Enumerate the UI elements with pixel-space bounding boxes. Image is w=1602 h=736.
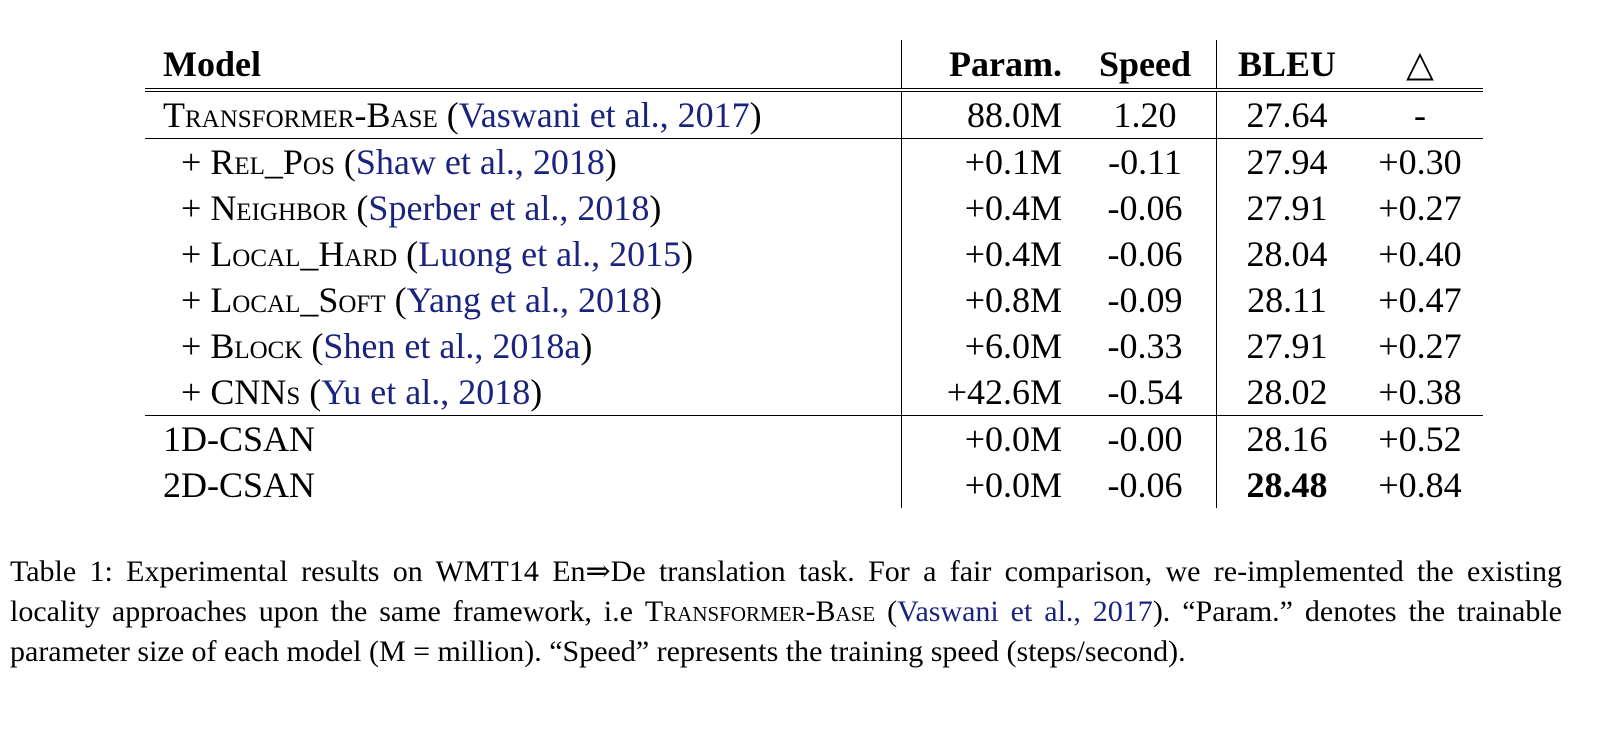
delta-cell: +0.27 bbox=[1378, 326, 1462, 366]
model-name: Transformer-Base bbox=[163, 95, 438, 135]
citation-link[interactable]: Yang et al., 2018 bbox=[406, 280, 650, 320]
delta-cell: +0.52 bbox=[1378, 419, 1462, 459]
delta-cell: +0.38 bbox=[1357, 369, 1483, 416]
speed-cell: 1.20 bbox=[1074, 90, 1217, 139]
param-cell: 88.0M bbox=[901, 90, 1074, 139]
model-name: Local_Soft bbox=[210, 280, 386, 320]
model-cell: 1D-CSAN bbox=[145, 415, 902, 462]
speed-cell: -0.11 bbox=[1074, 138, 1217, 185]
model-cell: + Block (Shen et al., 2018a) bbox=[145, 323, 902, 369]
ours-row: 2D-CSAN +0.0M -0.06 28.48 +0.84 bbox=[145, 462, 1483, 508]
bleu-cell: 28.02 bbox=[1216, 369, 1357, 416]
bleu-cell: 28.11 bbox=[1247, 280, 1327, 320]
param-cell: +0.4M bbox=[964, 234, 1062, 274]
citation-link[interactable]: Shen et al., 2018a bbox=[323, 326, 581, 366]
model-cell: + Local_Hard (Luong et al., 2015) bbox=[145, 231, 902, 277]
table-row: + Block (Shen et al., 2018a) +6.0M -0.33… bbox=[145, 323, 1483, 369]
model-name: Rel_Pos bbox=[210, 142, 335, 182]
citation-link[interactable]: Luong et al., 2015 bbox=[418, 234, 682, 274]
param-cell: +0.8M bbox=[964, 280, 1062, 320]
param-cell: +0.4M bbox=[964, 188, 1062, 228]
model-cell: + Local_Soft (Yang et al., 2018) bbox=[145, 277, 902, 323]
table-row: + Local_Hard (Luong et al., 2015) +0.4M … bbox=[145, 231, 1483, 277]
model-name: Neighbor bbox=[210, 188, 348, 228]
bleu-cell: 27.91 bbox=[1246, 188, 1328, 228]
model-cell: + Rel_Pos (Shaw et al., 2018) bbox=[145, 138, 902, 185]
header-speed: Speed bbox=[1074, 40, 1217, 92]
bleu-cell: 28.04 bbox=[1246, 234, 1328, 274]
speed-cell: -0.06 bbox=[1074, 462, 1217, 508]
delta-cell: +0.84 bbox=[1378, 465, 1462, 505]
results-table: Model Param. Speed BLEU △ Transformer-Ba… bbox=[145, 40, 1483, 508]
delta-cell: - bbox=[1357, 90, 1483, 139]
caption-text: Table 1: Experimental results on WMT14 E… bbox=[10, 555, 1562, 628]
header-delta: △ bbox=[1357, 40, 1483, 92]
header-bleu: BLEU bbox=[1216, 40, 1357, 92]
param-cell: +0.1M bbox=[964, 142, 1062, 182]
delta-cell: +0.40 bbox=[1378, 234, 1462, 274]
delta-cell: +0.27 bbox=[1378, 188, 1462, 228]
speed-cell: -0.54 bbox=[1074, 369, 1217, 416]
table-row: + Neighbor (Sperber et al., 2018) +0.4M … bbox=[145, 185, 1483, 231]
param-cell: +0.0M bbox=[964, 419, 1062, 459]
caption-text: “Param.” denotes the trainable parameter… bbox=[10, 595, 1562, 668]
citation-link[interactable]: Shaw et al., 2018 bbox=[355, 142, 605, 182]
speed-cell: -0.06 bbox=[1074, 231, 1217, 277]
citation-link[interactable]: Sperber et al., 2018 bbox=[368, 188, 650, 228]
model-name: Local_Hard bbox=[210, 234, 398, 274]
header-row: Model Param. Speed BLEU △ bbox=[145, 40, 1483, 92]
speed-cell: -0.00 bbox=[1074, 415, 1217, 462]
ours-row: 1D-CSAN +0.0M -0.00 28.16 +0.52 bbox=[145, 415, 1483, 462]
param-cell: +6.0M bbox=[964, 326, 1062, 366]
speed-cell: -0.09 bbox=[1074, 277, 1217, 323]
param-cell: +42.6M bbox=[901, 369, 1074, 416]
model-cell: + CNNs (Yu et al., 2018) bbox=[145, 369, 902, 416]
bleu-cell: 27.64 bbox=[1216, 90, 1357, 139]
model-name: CNNs bbox=[210, 372, 301, 412]
bleu-cell: 27.94 bbox=[1246, 142, 1328, 182]
table-row: + Local_Soft (Yang et al., 2018) +0.8M -… bbox=[145, 277, 1483, 323]
model-cell: + Neighbor (Sperber et al., 2018) bbox=[145, 185, 902, 231]
header-model: Model bbox=[145, 40, 902, 92]
table-row: + Rel_Pos (Shaw et al., 2018) +0.1M -0.1… bbox=[145, 138, 1483, 185]
speed-cell: -0.33 bbox=[1074, 323, 1217, 369]
citation-link[interactable]: Yu et al., 2018 bbox=[321, 372, 531, 412]
caption-citation-link[interactable]: Vaswani et al., 2017 bbox=[897, 595, 1153, 628]
header-param: Param. bbox=[901, 40, 1074, 92]
model-cell: 2D-CSAN bbox=[145, 462, 902, 508]
param-cell: +0.0M bbox=[964, 465, 1062, 505]
delta-cell: +0.30 bbox=[1378, 142, 1462, 182]
caption-model-name: Transformer-Base bbox=[644, 595, 876, 628]
baseline-row: Transformer-Base (Vaswani et al., 2017) … bbox=[145, 90, 1483, 139]
bleu-cell: 27.91 bbox=[1246, 326, 1328, 366]
best-bleu-cell: 28.48 bbox=[1246, 465, 1328, 505]
delta-cell: +0.47 bbox=[1378, 280, 1462, 320]
citation-link[interactable]: Vaswani et al., 2017 bbox=[458, 95, 750, 135]
model-cell: Transformer-Base (Vaswani et al., 2017) bbox=[145, 90, 902, 139]
table-caption: Table 1: Experimental results on WMT14 E… bbox=[10, 555, 1562, 668]
speed-cell: -0.06 bbox=[1074, 185, 1217, 231]
bleu-cell: 28.16 bbox=[1246, 419, 1328, 459]
model-name: Block bbox=[210, 326, 303, 366]
table-row: + CNNs (Yu et al., 2018) +42.6M -0.54 28… bbox=[145, 369, 1483, 416]
